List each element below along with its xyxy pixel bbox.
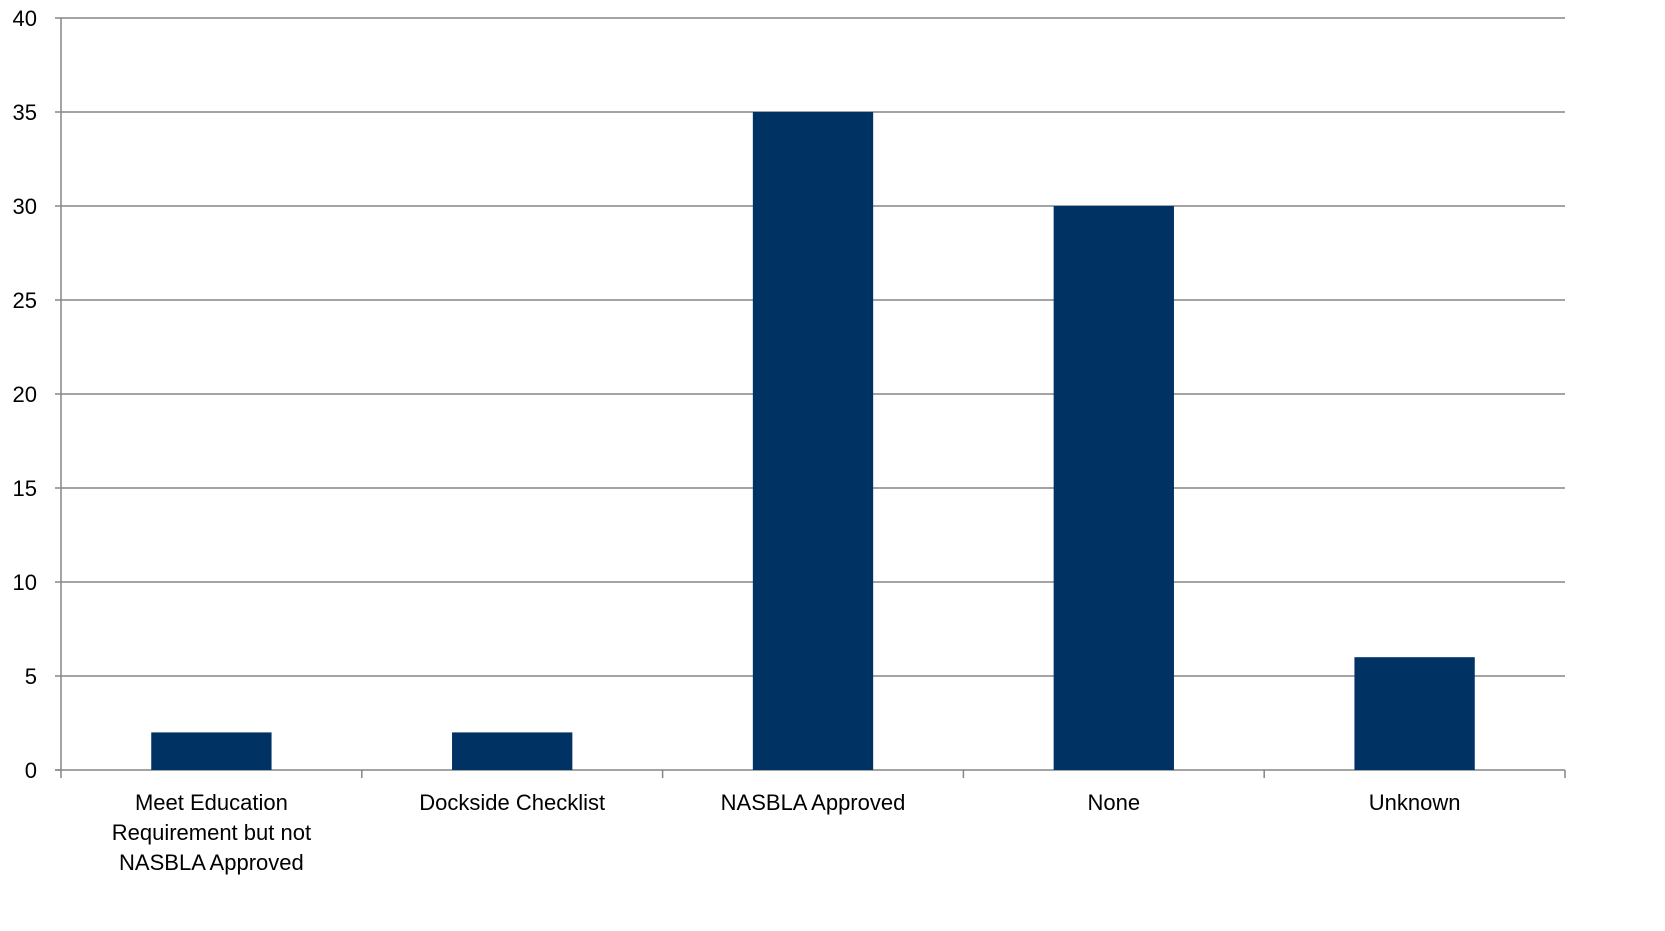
x-tick-label-line: Meet Education (135, 790, 288, 815)
x-tick-label-line: None (1088, 790, 1141, 815)
y-tick-label: 10 (13, 570, 37, 595)
bar (752, 112, 874, 770)
y-tick-label: 25 (13, 288, 37, 313)
x-tick-label: NASBLA Approved (721, 790, 906, 815)
x-tick-label: None (1088, 790, 1141, 815)
x-tick-label: Unknown (1369, 790, 1461, 815)
x-tick-label-line: Dockside Checklist (419, 790, 605, 815)
y-tick-label: 0 (25, 758, 37, 783)
y-tick-label: 40 (13, 6, 37, 31)
y-tick-label: 35 (13, 100, 37, 125)
x-tick-labels: Meet Education Requirement but not NASBLA … (112, 790, 1461, 875)
x-tick-label: Meet Education Requirement but not NASBLA … (112, 790, 311, 875)
y-tick-labels: 0 5 10 15 20 25 30 35 40 (13, 6, 37, 783)
bar (151, 732, 272, 770)
y-tick-label: 15 (13, 476, 37, 501)
bar (452, 732, 573, 770)
x-tick-label: Dockside Checklist (419, 790, 605, 815)
x-tick-label-line: NASBLA Approved (119, 850, 304, 875)
y-tick-label: 30 (13, 194, 37, 219)
bar (1354, 657, 1475, 770)
x-tick-label-line: Requirement but not (112, 820, 311, 845)
bars (151, 112, 1475, 770)
x-tick-label-line: Unknown (1369, 790, 1461, 815)
y-tick-label: 20 (13, 382, 37, 407)
y-tick-label: 5 (25, 664, 37, 689)
bar (1053, 206, 1174, 770)
x-tick-label-line: NASBLA Approved (721, 790, 906, 815)
